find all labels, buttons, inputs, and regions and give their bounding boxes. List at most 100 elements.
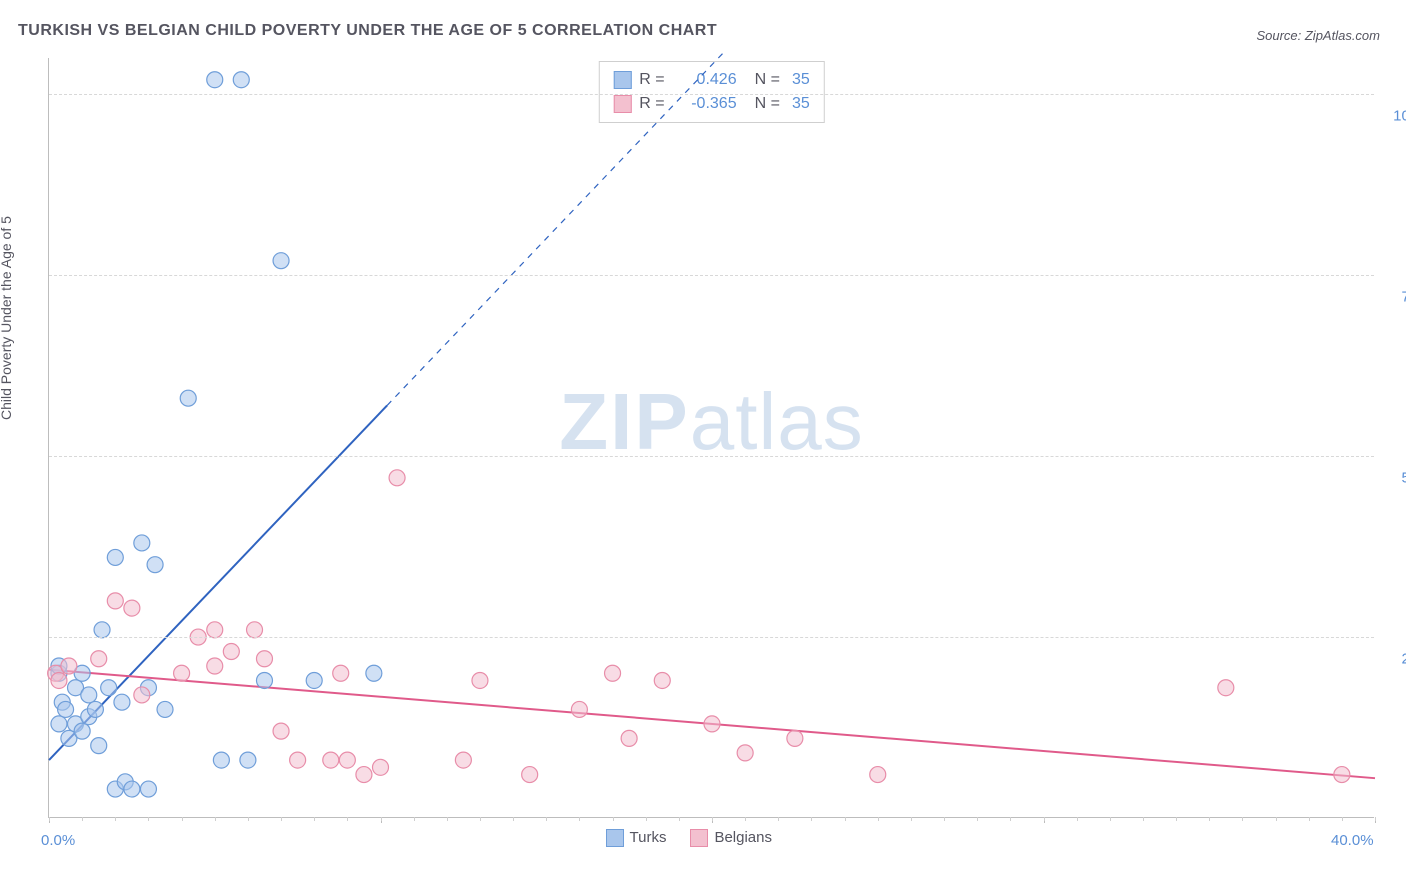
legend-item-belgians: Belgians	[690, 829, 772, 847]
data-point	[124, 781, 140, 797]
data-point	[256, 651, 272, 667]
data-point	[207, 72, 223, 88]
legend-label-belgians: Belgians	[714, 829, 772, 846]
data-point	[233, 72, 249, 88]
data-point	[124, 600, 140, 616]
x-minor-tick	[778, 817, 779, 821]
x-tick-label: 0.0%	[41, 832, 75, 849]
y-tick-label: 100.0%	[1384, 108, 1406, 125]
x-minor-tick	[215, 817, 216, 821]
x-minor-tick	[1010, 817, 1011, 821]
data-point	[870, 767, 886, 783]
x-minor-tick	[845, 817, 846, 821]
x-minor-tick	[1375, 817, 1376, 821]
x-minor-tick	[82, 817, 83, 821]
x-minor-tick	[878, 817, 879, 821]
chart-title: TURKISH VS BELGIAN CHILD POVERTY UNDER T…	[18, 22, 717, 40]
y-tick-label: 25.0%	[1384, 651, 1406, 668]
x-minor-tick	[811, 817, 812, 821]
data-point	[1218, 680, 1234, 696]
y-tick-label: 50.0%	[1384, 470, 1406, 487]
data-point	[240, 752, 256, 768]
x-minor-tick	[1209, 817, 1210, 821]
data-point	[389, 470, 405, 486]
legend-label-turks: Turks	[630, 829, 667, 846]
source-prefix: Source:	[1256, 28, 1304, 43]
data-point	[621, 730, 637, 746]
series-legend: Turks Belgians	[606, 829, 773, 847]
y-axis-label: Child Poverty Under the Age of 5	[0, 216, 14, 420]
x-minor-tick	[447, 817, 448, 821]
x-minor-tick	[115, 817, 116, 821]
data-point	[91, 738, 107, 754]
data-point	[101, 680, 117, 696]
legend-item-turks: Turks	[606, 829, 667, 847]
data-point	[247, 622, 263, 638]
data-point	[51, 672, 67, 688]
data-point	[58, 701, 74, 717]
legend-swatch-turks	[606, 829, 624, 847]
data-point	[134, 535, 150, 551]
data-point	[306, 672, 322, 688]
x-minor-tick	[911, 817, 912, 821]
gridline	[49, 275, 1374, 276]
x-minor-tick	[712, 817, 713, 821]
data-point	[91, 651, 107, 667]
gridline	[49, 94, 1374, 95]
data-point	[213, 752, 229, 768]
x-minor-tick	[1044, 817, 1045, 821]
x-minor-tick	[944, 817, 945, 821]
data-point	[157, 701, 173, 717]
data-point	[522, 767, 538, 783]
data-point	[571, 701, 587, 717]
x-minor-tick	[148, 817, 149, 821]
data-point	[737, 745, 753, 761]
x-tick-label: 40.0%	[1331, 832, 1374, 849]
source-name: ZipAtlas.com	[1305, 28, 1380, 43]
data-point	[704, 716, 720, 732]
x-minor-tick	[281, 817, 282, 821]
legend-swatch-belgians	[690, 829, 708, 847]
x-minor-tick	[1342, 817, 1343, 821]
data-point	[373, 759, 389, 775]
x-minor-tick	[579, 817, 580, 821]
x-minor-tick	[347, 817, 348, 821]
data-point	[174, 665, 190, 681]
data-point	[207, 622, 223, 638]
data-point	[787, 730, 803, 746]
data-point	[114, 694, 130, 710]
y-tick-label: 75.0%	[1384, 289, 1406, 306]
data-point	[290, 752, 306, 768]
x-minor-tick	[248, 817, 249, 821]
data-point	[107, 549, 123, 565]
data-point	[455, 752, 471, 768]
data-point	[147, 557, 163, 573]
data-point	[207, 658, 223, 674]
data-point	[366, 665, 382, 681]
data-point	[107, 593, 123, 609]
data-point	[87, 701, 103, 717]
data-point	[273, 253, 289, 269]
data-point	[256, 672, 272, 688]
x-minor-tick	[314, 817, 315, 821]
data-point	[654, 672, 670, 688]
x-minor-tick	[381, 817, 382, 821]
data-point	[356, 767, 372, 783]
data-point	[61, 658, 77, 674]
data-point	[74, 723, 90, 739]
x-minor-tick	[1276, 817, 1277, 821]
trend-line-dashed	[387, 51, 725, 406]
data-point	[140, 781, 156, 797]
data-point	[134, 687, 150, 703]
x-minor-tick	[513, 817, 514, 821]
x-minor-tick	[613, 817, 614, 821]
x-minor-tick	[977, 817, 978, 821]
data-point	[51, 716, 67, 732]
x-minor-tick	[679, 817, 680, 821]
x-minor-tick	[1176, 817, 1177, 821]
data-point	[605, 665, 621, 681]
data-point	[323, 752, 339, 768]
gridline	[49, 637, 1374, 638]
data-point	[1334, 767, 1350, 783]
plot-area: ZIPatlas R = 0.426 N = 35 R = -0.365 N =…	[48, 58, 1374, 818]
